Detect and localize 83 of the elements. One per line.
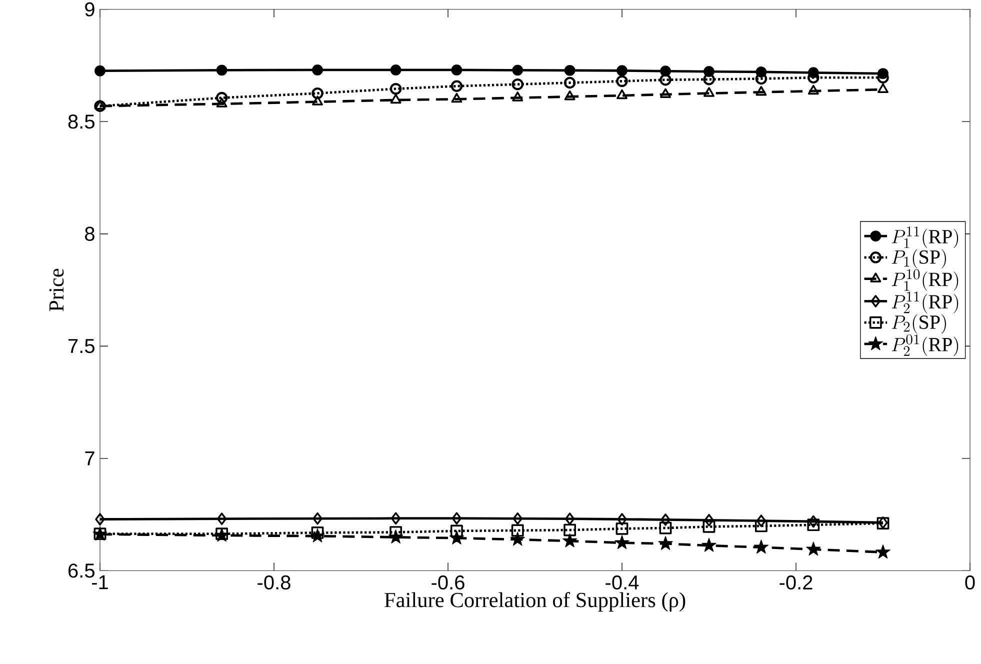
legend-label: $P_1(\mathrm{SP})$ <box>892 249 946 268</box>
point <box>660 513 670 526</box>
x-tick-label: -1 <box>92 575 108 590</box>
x-tick-label: 0 <box>965 575 975 590</box>
x-tick-label: -0.4 <box>606 575 639 590</box>
point <box>876 544 890 559</box>
y-tick-label: 8.5 <box>68 114 94 129</box>
point <box>216 98 228 108</box>
point <box>754 540 769 554</box>
point <box>756 86 767 96</box>
legend-label: $P_1^{10}(\mathrm{RP})$ <box>892 269 958 291</box>
point <box>510 532 525 546</box>
point <box>390 94 402 104</box>
point <box>617 513 627 526</box>
point <box>660 66 671 77</box>
point <box>216 512 227 526</box>
point <box>512 512 522 525</box>
point <box>659 522 672 534</box>
point <box>756 514 766 528</box>
point <box>390 512 401 525</box>
point <box>94 65 106 76</box>
point <box>616 522 628 535</box>
point <box>390 526 402 538</box>
point <box>704 514 714 526</box>
point <box>216 64 228 76</box>
point <box>452 512 462 525</box>
point <box>390 64 402 76</box>
point <box>878 83 888 94</box>
point <box>808 515 818 528</box>
point <box>616 75 628 88</box>
legend-label: $P_2^{01}(\mathrm{RP})$ <box>892 334 958 356</box>
y-tick-label: 9 <box>85 2 94 16</box>
point <box>564 64 576 76</box>
point <box>450 80 463 92</box>
point <box>562 533 578 548</box>
point <box>451 92 462 103</box>
point <box>616 89 628 100</box>
point <box>806 542 821 556</box>
y-tick-label: 8 <box>85 226 94 241</box>
point <box>216 92 228 104</box>
point <box>312 87 324 100</box>
point <box>616 65 628 76</box>
y-tick-label: 6.5 <box>68 564 94 578</box>
y-tick-label: 7.5 <box>68 339 94 354</box>
point <box>311 526 324 539</box>
x-tick-label: -0.2 <box>780 575 812 590</box>
point <box>564 90 576 100</box>
point <box>312 512 322 525</box>
point <box>451 64 462 76</box>
point <box>564 512 575 526</box>
point <box>390 82 402 95</box>
point <box>704 87 714 97</box>
point <box>660 74 672 86</box>
y-tick-label: 7 <box>85 452 94 466</box>
legend-label: $P_1^{11}(\mathrm{RP})$ <box>892 226 958 248</box>
point <box>512 92 524 102</box>
legend-label: $P_2(\mathrm{SP})$ <box>892 314 946 334</box>
point <box>512 64 524 76</box>
x-tick-label: -0.6 <box>432 575 464 590</box>
y-axis-title: Price <box>49 268 64 312</box>
point <box>511 524 524 537</box>
point <box>388 530 404 544</box>
point <box>95 513 105 526</box>
point <box>450 524 463 538</box>
point <box>660 88 671 98</box>
legend-label: $P_2^{11}(\mathrm{RP})$ <box>892 292 958 314</box>
point <box>702 538 716 552</box>
point <box>808 84 819 95</box>
point <box>703 74 715 86</box>
point <box>564 76 576 89</box>
point <box>755 520 768 532</box>
point <box>658 536 673 550</box>
point <box>310 528 325 542</box>
point <box>449 530 464 544</box>
point <box>807 518 820 532</box>
x-tick-label: -0.8 <box>258 575 290 590</box>
point <box>512 78 524 90</box>
x-axis-title: Failure Correlation of Suppliers (ρ) <box>384 592 686 612</box>
point <box>702 520 716 533</box>
point <box>312 96 323 106</box>
point <box>312 64 323 76</box>
point <box>614 535 630 550</box>
point <box>564 524 576 536</box>
